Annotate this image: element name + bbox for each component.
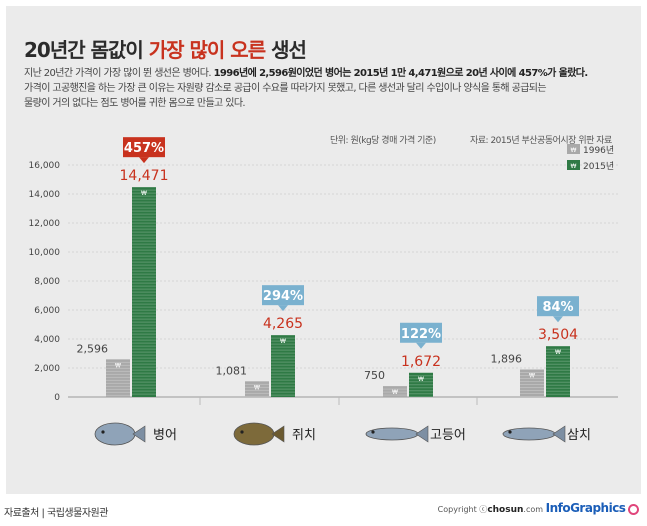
title-part2: 가장 많이 오른 — [148, 38, 266, 62]
value-label-1996: 1,081 — [216, 364, 248, 377]
increase-badge-pointer — [416, 342, 426, 349]
bar-won-icon: ₩ — [418, 376, 424, 383]
increase-label: 294% — [263, 289, 303, 304]
bar-won-icon: ₩ — [555, 349, 561, 356]
unit-note: 단위: 원(kg당 경매 가격 기준) — [330, 136, 436, 146]
fish-icon — [233, 422, 285, 446]
y-tick-label: 4,000 — [34, 335, 60, 345]
bar-2015 — [409, 372, 433, 397]
infographics-logo: InfoGraphics — [545, 501, 626, 515]
description-line2: 가격이 고공행진을 하는 가장 큰 이유는 자원량 감소로 공급이 수요를 따라… — [24, 83, 547, 94]
increase-label: 122% — [401, 327, 441, 342]
increase-badge-pointer — [553, 316, 563, 323]
value-label-1996: 2,596 — [77, 342, 109, 355]
bar-1996 — [383, 386, 407, 397]
source-note: 자료: 2015년 부산공동어시장 위판 자료 — [470, 136, 612, 146]
bar-won-icon: ₩ — [254, 384, 260, 391]
increase-badge-pointer — [278, 305, 288, 312]
legend-swatch — [567, 160, 580, 170]
description: 지난 20년간 가격이 가장 많이 뛴 생선은 병어다. 1996년에 2,59… — [24, 66, 636, 111]
increase-badge — [123, 137, 165, 158]
category-label: 쥐치 — [292, 428, 316, 443]
description-line1-normal: 지난 20년간 가격이 가장 많이 뛴 생선은 병어다. — [24, 68, 212, 79]
legend-won-icon: ₩ — [571, 163, 577, 170]
bar-won-icon: ₩ — [280, 338, 286, 345]
bar-1996 — [520, 369, 544, 397]
category-label: 삼치 — [567, 428, 591, 443]
bar-2015 — [546, 346, 570, 397]
fish-icon — [94, 422, 146, 446]
title-part1: 20년간 몸값이 — [24, 38, 144, 62]
y-tick-label: 0 — [54, 393, 60, 403]
legend-label: 2015년 — [583, 161, 614, 172]
infographic-frame — [6, 6, 641, 494]
value-label-1996: 750 — [364, 369, 385, 382]
footer-copyright: Copyright ⓒchosun.com InfoGraphics — [438, 501, 639, 515]
y-tick-label: 6,000 — [34, 306, 60, 316]
y-tick-label: 16,000 — [29, 161, 61, 171]
bar-won-icon: ₩ — [115, 362, 121, 369]
description-line3: 물량이 거의 없다는 점도 병어를 귀한 몸으로 만들고 있다. — [24, 98, 246, 109]
increase-badge-pointer — [139, 157, 149, 164]
value-label-2015: 4,265 — [263, 316, 303, 332]
increase-badge — [262, 285, 304, 306]
page-title: 20년간 몸값이 가장 많이 오른 생선 — [24, 34, 307, 63]
copyright-suffix: .com — [523, 505, 544, 514]
y-tick-label: 14,000 — [29, 190, 61, 200]
legend-swatch — [567, 144, 580, 154]
value-label-2015: 14,471 — [120, 168, 169, 184]
copyright-prefix: Copyright ⓒ — [437, 505, 488, 514]
category-label: 병어 — [153, 428, 177, 443]
footer-source: 자료출처 | 국립생물자원관 — [4, 508, 108, 519]
bar-won-icon: ₩ — [529, 373, 535, 380]
value-label-2015: 3,504 — [538, 327, 578, 343]
value-label-1996: 1,896 — [491, 353, 523, 366]
legend-won-icon: ₩ — [571, 147, 577, 154]
logo-ring-icon — [628, 504, 639, 515]
copyright-brand: chosun — [487, 505, 524, 515]
title-part3: 생선 — [271, 38, 307, 62]
fish-icon — [365, 425, 429, 443]
y-tick-label: 2,000 — [34, 364, 60, 374]
increase-badge — [537, 296, 579, 317]
y-tick-label: 10,000 — [29, 248, 61, 258]
bar-won-icon: ₩ — [141, 190, 147, 197]
fish-icon — [502, 425, 566, 443]
y-tick-label: 12,000 — [29, 219, 61, 229]
legend-label: 1996년 — [583, 145, 614, 156]
description-line1-bold: 1996년에 2,596원이었던 병어는 2015년 1만 4,471원으로 2… — [213, 68, 589, 79]
bar-won-icon: ₩ — [392, 389, 398, 396]
y-tick-label: 8,000 — [34, 277, 60, 287]
increase-label: 457% — [124, 141, 164, 156]
bar-1996 — [245, 381, 269, 397]
bar-2015 — [271, 335, 295, 397]
category-label: 고등어 — [430, 428, 466, 443]
bar-2015 — [132, 187, 156, 397]
value-label-2015: 1,672 — [401, 354, 441, 370]
increase-badge — [400, 322, 442, 343]
increase-label: 84% — [542, 300, 573, 315]
bar-1996 — [106, 359, 130, 397]
